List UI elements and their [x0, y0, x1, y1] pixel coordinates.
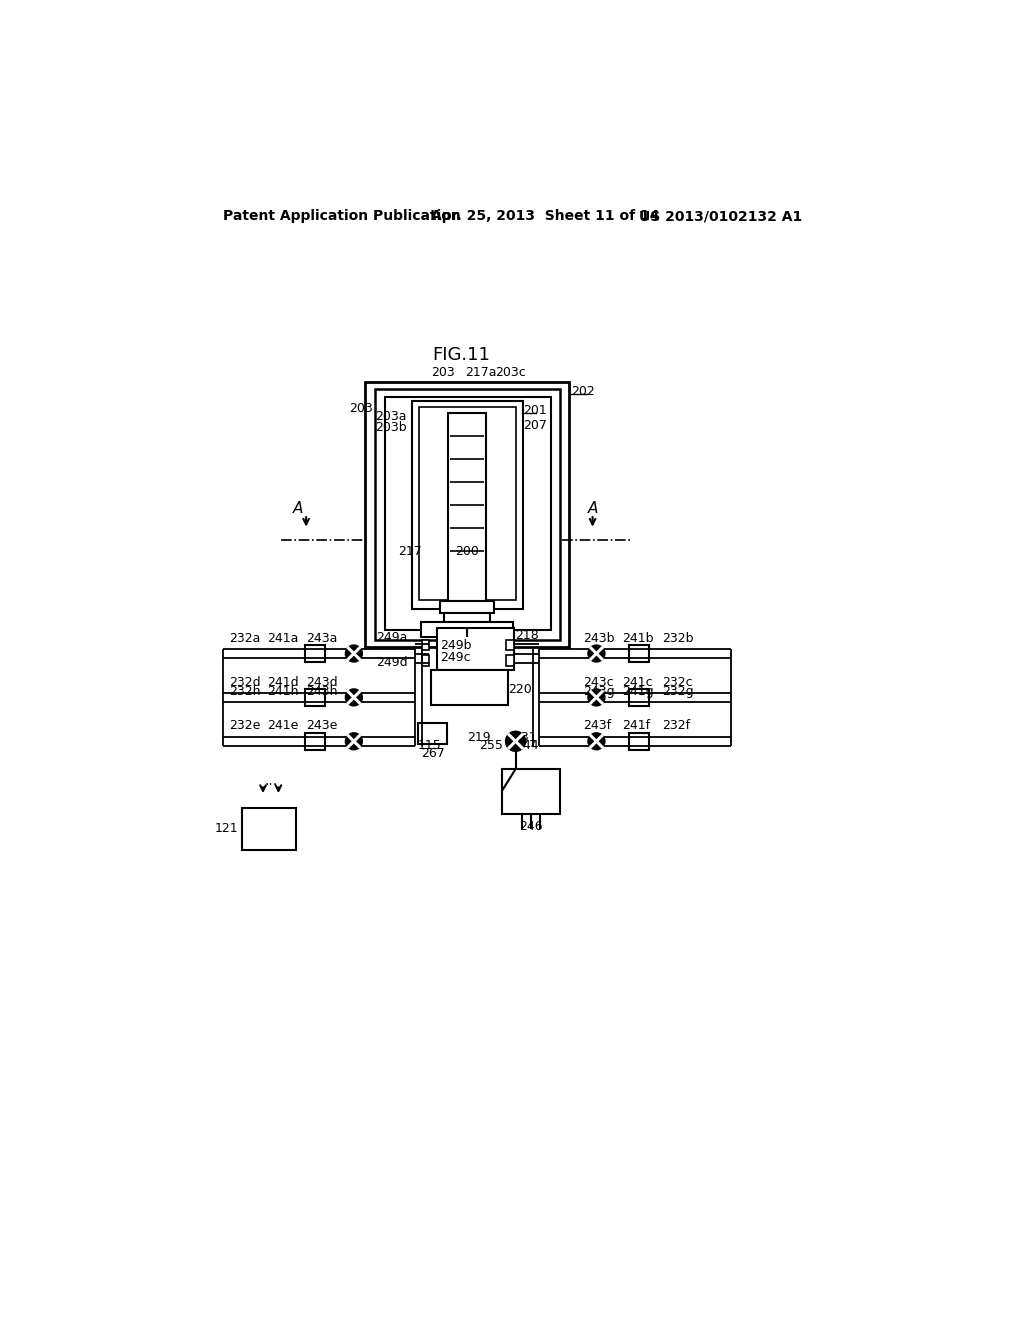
Bar: [305, 733, 326, 750]
Text: 241e: 241e: [267, 719, 299, 733]
Text: 249b: 249b: [440, 639, 472, 652]
Text: 249c: 249c: [440, 651, 471, 664]
Text: 243g: 243g: [584, 685, 615, 698]
Text: 217a: 217a: [465, 366, 497, 379]
Text: 241g: 241g: [622, 685, 653, 698]
Text: A: A: [293, 502, 303, 516]
Bar: [376, 389, 560, 640]
Text: 201: 201: [523, 404, 547, 417]
Bar: [418, 723, 447, 744]
Text: ...: ...: [264, 774, 278, 788]
Text: 220: 220: [508, 684, 531, 696]
Bar: [440, 601, 494, 612]
Bar: [243, 808, 296, 850]
Bar: [305, 645, 326, 663]
Text: 121: 121: [215, 822, 239, 834]
Bar: [502, 770, 560, 813]
Bar: [431, 671, 508, 705]
Text: 218: 218: [515, 630, 540, 643]
Circle shape: [506, 731, 525, 751]
Text: 243c: 243c: [584, 676, 614, 689]
Circle shape: [588, 733, 605, 750]
Text: 200: 200: [455, 545, 479, 557]
Bar: [421, 622, 513, 638]
Text: 203c: 203c: [495, 366, 525, 379]
Bar: [629, 689, 649, 706]
Text: A: A: [588, 502, 598, 516]
Text: FIG.11: FIG.11: [433, 346, 490, 364]
Text: 203: 203: [431, 366, 455, 379]
Text: 115: 115: [418, 739, 441, 751]
Text: 243a: 243a: [306, 631, 338, 644]
Text: US 2013/0102132 A1: US 2013/0102132 A1: [639, 209, 802, 223]
Text: 232d: 232d: [229, 676, 261, 689]
Bar: [366, 381, 569, 647]
Text: 241h: 241h: [267, 685, 299, 698]
Text: 243e: 243e: [306, 719, 338, 733]
Text: 207: 207: [523, 418, 547, 432]
Bar: [305, 689, 326, 706]
Text: 232e: 232e: [229, 719, 260, 733]
Bar: [506, 640, 514, 651]
Bar: [437, 628, 514, 671]
Text: 241a: 241a: [267, 631, 299, 644]
Bar: [629, 733, 649, 750]
Text: 244: 244: [515, 739, 540, 752]
Text: 243d: 243d: [306, 676, 338, 689]
Text: 232a: 232a: [229, 631, 260, 644]
Text: 203b: 203b: [376, 421, 408, 434]
Text: 203: 203: [349, 403, 373, 416]
Circle shape: [345, 645, 362, 663]
Text: 249a: 249a: [377, 631, 408, 644]
Text: 241f: 241f: [622, 719, 650, 733]
Bar: [506, 655, 514, 665]
Text: 232g: 232g: [662, 685, 693, 698]
Circle shape: [588, 689, 605, 706]
Bar: [422, 655, 429, 665]
Text: 232f: 232f: [662, 719, 690, 733]
Text: 231: 231: [513, 731, 537, 744]
Circle shape: [345, 733, 362, 750]
Text: 243b: 243b: [584, 631, 614, 644]
Text: Apr. 25, 2013  Sheet 11 of 14: Apr. 25, 2013 Sheet 11 of 14: [431, 209, 659, 223]
Text: 217: 217: [398, 545, 422, 557]
Text: 243h: 243h: [306, 685, 338, 698]
Bar: [385, 397, 551, 631]
Text: 219: 219: [467, 731, 490, 744]
Text: 267: 267: [422, 747, 445, 760]
Bar: [419, 407, 515, 599]
Text: 255: 255: [479, 739, 503, 752]
Text: 202: 202: [571, 385, 595, 399]
Text: 232b: 232b: [662, 631, 693, 644]
Bar: [422, 640, 429, 651]
Text: Patent Application Publication: Patent Application Publication: [223, 209, 461, 223]
Text: 203a: 203a: [376, 409, 407, 422]
Bar: [629, 645, 649, 663]
Circle shape: [345, 689, 362, 706]
Text: 232c: 232c: [662, 676, 692, 689]
Bar: [444, 612, 490, 622]
Text: 249d: 249d: [376, 656, 408, 669]
Bar: [447, 413, 486, 601]
Text: 241b: 241b: [622, 631, 653, 644]
Circle shape: [588, 645, 605, 663]
Bar: [412, 401, 523, 609]
Text: 241d: 241d: [267, 676, 299, 689]
Text: 246: 246: [519, 820, 543, 833]
Text: 232h: 232h: [229, 685, 261, 698]
Text: 243f: 243f: [584, 719, 611, 733]
Text: 241c: 241c: [622, 676, 652, 689]
